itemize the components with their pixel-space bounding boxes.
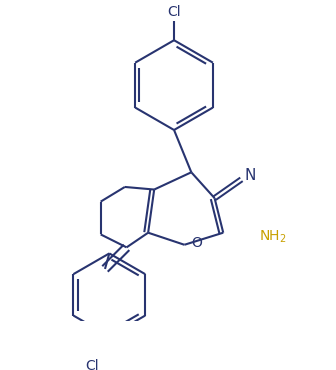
Text: Cl: Cl	[167, 5, 181, 18]
Text: NH$_2$: NH$_2$	[259, 229, 287, 245]
Text: N: N	[244, 168, 256, 182]
Text: Cl: Cl	[85, 359, 99, 370]
Text: O: O	[191, 236, 202, 250]
